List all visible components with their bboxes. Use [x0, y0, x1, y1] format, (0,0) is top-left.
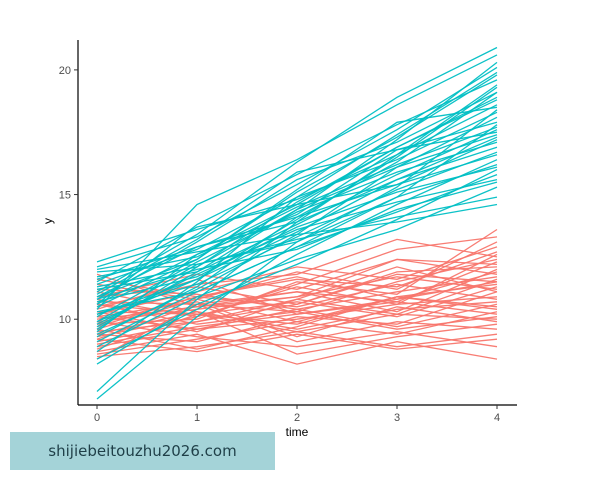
series-line-teal-28	[96, 96, 498, 288]
series-line-teal-9	[96, 129, 498, 290]
y-tick-label-15: 15	[59, 190, 71, 202]
series-line-red-37	[96, 296, 498, 330]
series-line-teal-40	[96, 61, 498, 328]
series-line-red-21	[96, 246, 498, 315]
y-axis-title: y	[41, 218, 55, 224]
watermark-banner: shijiebeitouzhu2026.com	[10, 432, 275, 470]
series-line-teal-22	[96, 121, 498, 333]
series-line-red-39	[96, 258, 498, 340]
series-line-teal-3	[96, 74, 498, 298]
series-line-red-26	[96, 321, 498, 348]
series-line-teal-19	[96, 186, 498, 348]
x-axis-title: time	[286, 425, 309, 439]
x-tick-label-1: 1	[194, 412, 200, 424]
series-line-red-35	[96, 258, 498, 298]
series-line-red-18	[96, 283, 498, 328]
x-axis-ticks: 0 1 2 3 4	[94, 405, 500, 424]
series-line-teal-36	[96, 86, 498, 315]
y-tick-label-20: 20	[59, 65, 71, 77]
series-line-red-40	[96, 303, 498, 333]
series-line-teal-13	[96, 136, 498, 323]
series-line-teal-5	[96, 151, 498, 315]
series-line-teal-23	[96, 163, 498, 313]
series-line-teal-37	[96, 169, 498, 365]
series-line-red-31	[96, 296, 498, 330]
series-line-teal-32	[96, 134, 498, 335]
series-line-teal-20	[96, 166, 498, 303]
x-tick-label-3: 3	[394, 412, 400, 424]
series-line-teal-14	[96, 54, 498, 310]
x-tick-label-2: 2	[294, 412, 300, 424]
series-line-teal-39	[96, 181, 498, 300]
series-line-teal-29	[96, 146, 498, 298]
x-tick-label-4: 4	[494, 412, 500, 424]
y-axis-ticks: 10 15 20	[59, 65, 78, 326]
series-line-red-15	[96, 273, 498, 308]
series-line-teal-10	[96, 159, 498, 360]
series-lines	[96, 46, 498, 400]
series-line-teal-21	[96, 46, 498, 293]
series-line-red-5	[96, 291, 498, 343]
series-line-teal-16	[96, 91, 498, 338]
series-line-teal-26	[96, 79, 498, 305]
series-line-teal-33	[96, 106, 498, 308]
series-line-teal-35	[96, 124, 498, 323]
series-line-red-34	[96, 228, 498, 325]
series-line-teal-18	[96, 104, 498, 263]
series-line-teal-34	[96, 154, 498, 283]
watermark-text: shijiebeitouzhu2026.com	[48, 442, 237, 460]
series-line-red-12	[96, 333, 498, 365]
series-line-red-27	[96, 238, 498, 308]
series-line-red-28	[96, 301, 498, 345]
series-line-teal-6	[96, 66, 498, 268]
series-line-red-36	[96, 311, 498, 355]
series-line-teal-38	[96, 131, 498, 295]
series-line-red-14	[96, 253, 498, 338]
y-tick-label-10: 10	[59, 314, 71, 326]
x-tick-label-0: 0	[94, 412, 100, 424]
series-line-red-29	[96, 276, 498, 310]
series-line-red-9	[96, 283, 498, 350]
series-line-teal-12	[96, 196, 498, 273]
series-line-red-20	[96, 333, 498, 353]
